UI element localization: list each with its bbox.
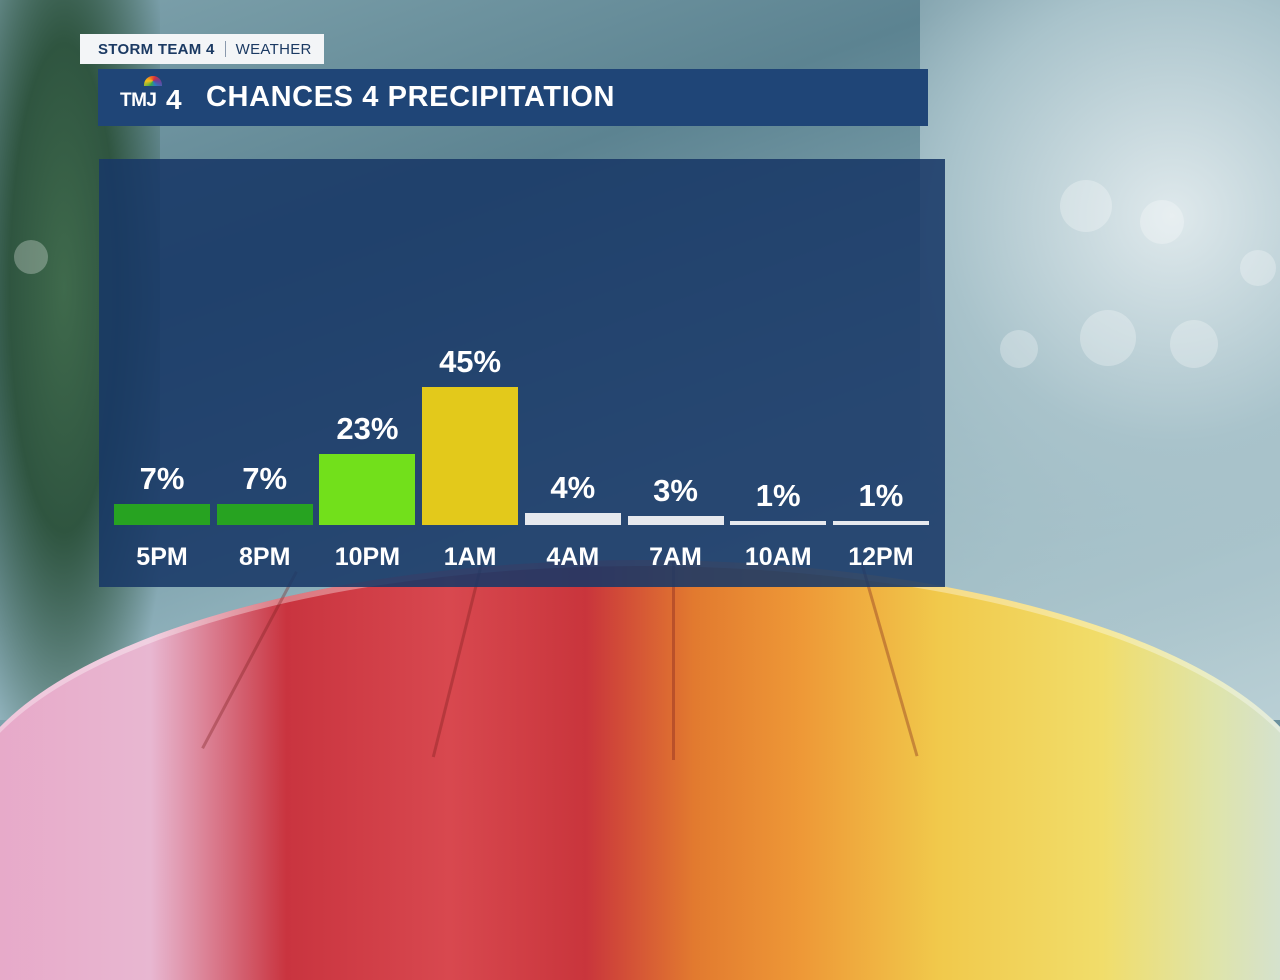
- bar-5pm: [114, 503, 210, 525]
- bokeh-light: [1140, 200, 1184, 244]
- chart-panel: 7% 5PM 7% 8PM 23% 10PM 45% 1AM 4% 4AM 3% 7AM 1% 10AM 1…: [99, 159, 945, 587]
- bar-4am: [524, 512, 621, 525]
- brand-tag: STORM TEAM 4 WEATHER: [80, 34, 324, 64]
- bokeh-light: [1170, 320, 1218, 368]
- brand-section: WEATHER: [235, 40, 312, 58]
- value-label: 7%: [139, 460, 185, 496]
- bar-8pm: [216, 503, 313, 525]
- bokeh-light: [14, 240, 48, 274]
- bar-1am: [422, 387, 519, 525]
- value-label: 45%: [439, 344, 502, 379]
- nbc-peacock-icon: [144, 75, 162, 86]
- bokeh-light: [1060, 180, 1112, 232]
- station-logo: TMJ 4: [120, 75, 186, 118]
- chart-title: CHANCES 4 PRECIPITATION: [206, 81, 616, 113]
- value-label: 23%: [336, 411, 399, 447]
- value-label: 3%: [653, 472, 698, 508]
- brand-separator: [224, 41, 226, 57]
- category-label: 7AM: [649, 543, 702, 571]
- station-logo-number: 4: [166, 83, 182, 115]
- umbrella-rib: [672, 560, 675, 760]
- category-label: 10PM: [334, 543, 401, 571]
- bokeh-light: [1000, 330, 1038, 368]
- bar-7am: [627, 515, 724, 525]
- bokeh-light: [1240, 250, 1276, 286]
- brand-team: STORM TEAM 4: [98, 40, 215, 58]
- category-label: 1AM: [443, 543, 497, 571]
- category-label: 12PM: [848, 543, 914, 571]
- value-label: 1%: [858, 478, 904, 513]
- category-label: 5PM: [136, 543, 188, 571]
- bar-10am: [730, 521, 827, 525]
- umbrella-canopy: [0, 560, 1280, 980]
- value-label: 4%: [550, 469, 596, 505]
- value-label: 7%: [242, 460, 288, 496]
- bokeh-light: [1080, 310, 1136, 366]
- bar-12pm: [832, 521, 929, 525]
- category-label: 10AM: [744, 543, 812, 571]
- category-label: 8PM: [238, 543, 291, 571]
- bar-10pm: [319, 454, 416, 525]
- title-bar: TMJ 4 CHANCES 4 PRECIPITATION: [98, 69, 928, 126]
- value-label: 1%: [755, 478, 801, 513]
- category-label: 4AM: [546, 543, 600, 571]
- station-logo-letters: TMJ: [120, 89, 157, 111]
